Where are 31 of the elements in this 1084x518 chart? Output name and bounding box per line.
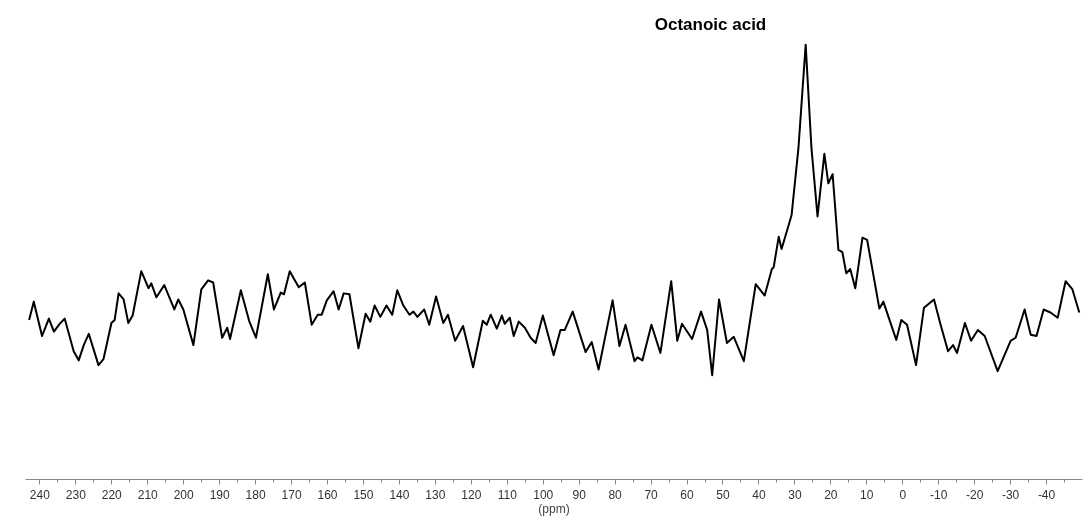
x-tick-label: 140 xyxy=(389,487,410,502)
x-tick-label: 180 xyxy=(245,487,266,502)
x-tick-label: 200 xyxy=(173,487,195,502)
x-tick-label: -20 xyxy=(965,487,984,502)
x-tick-label: 30 xyxy=(788,487,802,502)
x-tick-label: 210 xyxy=(137,487,159,502)
x-tick-label: 230 xyxy=(65,487,87,502)
x-tick-label: 120 xyxy=(461,487,482,502)
x-tick-label: 240 xyxy=(29,487,51,502)
x-tick-label: 50 xyxy=(716,487,730,502)
x-tick-label: 130 xyxy=(425,487,446,502)
x-tick-label: 150 xyxy=(353,487,374,502)
x-tick-label: 40 xyxy=(752,487,766,502)
x-tick-label: 170 xyxy=(281,487,302,502)
x-tick-label: -10 xyxy=(930,487,948,502)
x-tick-label: -30 xyxy=(1001,487,1020,502)
x-tick-label: 190 xyxy=(209,487,230,502)
x-tick-label: 220 xyxy=(101,487,123,502)
x-tick-label: 100 xyxy=(533,487,554,502)
x-tick-label: 70 xyxy=(644,487,659,502)
x-tick-label: 20 xyxy=(824,487,838,502)
x-axis-title: (ppm) xyxy=(538,501,570,516)
x-tick-label: -40 xyxy=(1037,487,1056,502)
x-tick-label: 110 xyxy=(497,487,518,502)
x-tick-label: 90 xyxy=(572,487,587,502)
x-tick-label: 80 xyxy=(608,487,623,502)
x-tick-label: 10 xyxy=(860,487,874,502)
text: Octanoic acid xyxy=(654,14,767,34)
x-tick-label: 160 xyxy=(317,487,338,502)
x-tick-label: 60 xyxy=(680,487,695,502)
x-tick-label: 0 xyxy=(899,487,907,502)
